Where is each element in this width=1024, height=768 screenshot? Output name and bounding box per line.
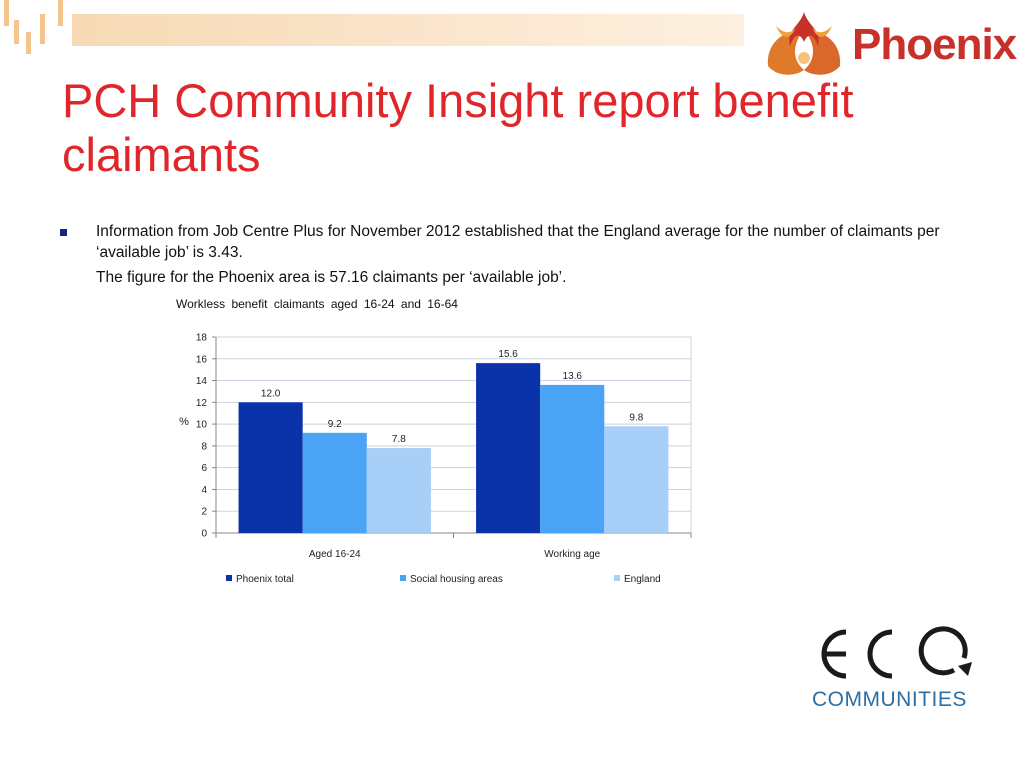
- data-label: 15.6: [498, 349, 518, 360]
- data-label: 9.2: [328, 419, 342, 430]
- legend-swatch: [400, 575, 406, 581]
- decorative-bars: [0, 0, 80, 60]
- legend-label: Phoenix total: [236, 574, 294, 585]
- y-tick-label: 10: [196, 420, 208, 431]
- bar: [302, 432, 367, 533]
- chart-title: Workless benefit claimants aged 16-24 an…: [176, 297, 458, 311]
- bar-chart: 0 2 4 6 8 10 12 14 16 18% 12.0 9.2 7.8 Aged 16-24 15.6…: [179, 333, 692, 585]
- bar: [540, 384, 605, 533]
- legend-swatch: [614, 575, 620, 581]
- bullet-icon: [60, 229, 67, 236]
- y-tick-label: 8: [201, 441, 207, 452]
- data-label: 7.8: [392, 434, 406, 445]
- bar: [604, 426, 669, 533]
- y-tick-label: 6: [201, 463, 207, 474]
- y-tick-label: 16: [196, 354, 208, 365]
- header-band: [72, 14, 744, 46]
- eco-communities-logo: [821, 626, 972, 679]
- y-tick-label: 2: [201, 507, 207, 518]
- phoenix-logo: [767, 12, 841, 75]
- y-tick-label: 14: [196, 376, 208, 387]
- y-tick-label: 12: [196, 398, 208, 409]
- legend-label: Social housing areas: [410, 574, 503, 585]
- data-label: 13.6: [563, 371, 583, 382]
- y-tick-label: 0: [201, 529, 207, 540]
- phoenix-logo-text: Phoenix: [852, 20, 1017, 69]
- bullet-text: Information from Job Centre Plus for Nov…: [96, 223, 940, 261]
- page-title: PCH Community Insight report benefit cla…: [62, 74, 854, 181]
- eco-communities-text: COMMUNITIES: [812, 688, 967, 711]
- legend-label: England: [624, 574, 661, 585]
- y-axis-label: %: [179, 416, 189, 428]
- sub-text: The figure for the Phoenix area is 57.16…: [96, 269, 567, 286]
- bar: [366, 448, 431, 533]
- data-label: 9.8: [629, 412, 643, 423]
- y-tick-label: 18: [196, 333, 208, 344]
- x-tick-label: Aged 16-24: [309, 549, 361, 560]
- x-tick-label: Working age: [544, 549, 600, 560]
- legend-swatch: [226, 575, 232, 581]
- data-label: 12.0: [261, 388, 281, 399]
- bar: [476, 363, 541, 533]
- bar: [238, 402, 303, 533]
- y-tick-label: 4: [201, 485, 207, 496]
